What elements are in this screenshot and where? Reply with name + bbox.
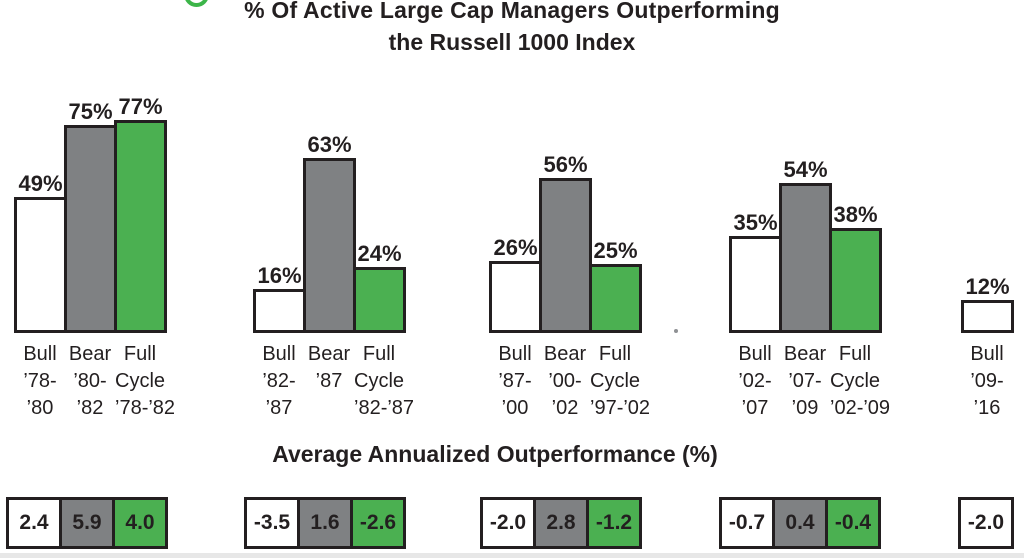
bar-value-label: 54% — [783, 157, 828, 182]
bar-category-label: Bull ’78- ’80 — [23, 343, 57, 419]
category-labels-group-1: Bull ’78- ’80 Bear ’80- ’82 Full Cycle ’… — [14, 341, 176, 422]
bar-value-label: 38% — [833, 202, 878, 227]
bar-col-full-cycle: 77% — [114, 95, 167, 333]
bar-value-label: 12% — [965, 274, 1010, 299]
bar-group-1978-1982: 49% 75% 77% — [14, 0, 167, 333]
bar-category-label: Bull ’82- ’87 — [262, 343, 296, 419]
outperformance-box-bull: -2.0 — [480, 497, 536, 549]
bar-bull — [489, 261, 542, 333]
bar-col-bear: 56% — [539, 153, 592, 333]
bar-bear — [539, 178, 592, 333]
outperformance-box-bull: -3.5 — [244, 497, 300, 549]
bar-col-bear: 75% — [64, 100, 117, 333]
bar-category-label: Bull ’09- ’16 — [970, 343, 1004, 419]
bar-category-label: Bear ’87 — [307, 343, 351, 392]
bar-value-label: 16% — [257, 263, 302, 288]
bar-category-label: Bear ’07- ’09 — [783, 343, 827, 419]
bar-value-label: 25% — [593, 238, 638, 263]
bar-bull — [961, 300, 1014, 333]
bar-bear — [779, 183, 832, 333]
bar-group-1982-1987: 16% 63% 24% — [253, 0, 406, 333]
bar-group-2009-2016: 12% — [961, 0, 1014, 333]
category-labels-group-5: Bull ’09- ’16 — [961, 341, 1012, 422]
bar-full-cycle — [114, 120, 167, 333]
bar-group-1987-2002: 26% 56% 25% — [489, 0, 642, 333]
bar-col-full-cycle: 24% — [353, 242, 406, 333]
outperformance-box-full-cycle: 4.0 — [112, 497, 168, 549]
chart-subtitle: the Russell 1000 Index — [388, 29, 636, 55]
bar-col-bear: 63% — [303, 133, 356, 333]
outperformance-box-bull: -0.7 — [719, 497, 775, 549]
outperformance-box-full-cycle: -1.2 — [586, 497, 642, 549]
bar-col-bull: 16% — [253, 264, 306, 333]
bar-bull — [729, 236, 782, 333]
bar-value-label: 63% — [307, 132, 352, 157]
category-labels-group-3: Bull ’87- ’00 Bear ’00- ’02 Full Cycle ’… — [489, 341, 651, 422]
bar-value-label: 49% — [18, 171, 63, 196]
bar-col-bear: 54% — [779, 158, 832, 333]
stray-dot-artifact — [674, 329, 678, 333]
bar-group-2002-2009: 35% 54% 38% — [729, 0, 882, 333]
bar-category-label: Full Cycle ’82-’87 — [354, 343, 415, 419]
outperformance-boxes-group-2: -3.5 1.6 -2.6 — [244, 497, 406, 549]
bar-category-label: Bull ’87- ’00 — [498, 343, 532, 419]
outperformance-box-full-cycle: -0.4 — [825, 497, 881, 549]
bottom-divider — [0, 553, 1024, 558]
outperformance-box-bear: 0.4 — [772, 497, 828, 549]
outperformance-section-title: Average Annualized Outperformance (%) — [272, 441, 718, 467]
outperformance-box-bear: 2.8 — [533, 497, 589, 549]
bar-category-label: Bull ’02- ’07 — [738, 343, 772, 419]
bar-col-full-cycle: 25% — [589, 239, 642, 333]
category-labels-group-4: Bull ’02- ’07 Bear ’07- ’09 Full Cycle ’… — [729, 341, 891, 422]
outperformance-box-full-cycle: -2.6 — [350, 497, 406, 549]
outperformance-boxes-group-1: 2.4 5.9 4.0 — [6, 497, 168, 549]
bar-category-label: Full Cycle ’02-’09 — [830, 343, 891, 419]
bar-category-label: Bear ’80- ’82 — [68, 343, 112, 419]
bar-bear — [64, 125, 117, 333]
bar-bull — [14, 197, 67, 333]
bar-category-label: Bear ’00- ’02 — [543, 343, 587, 419]
bar-full-cycle — [353, 267, 406, 333]
outperformance-boxes-group-3: -2.0 2.8 -1.2 — [480, 497, 642, 549]
bar-col-bull: 49% — [14, 172, 67, 333]
bar-value-label: 77% — [118, 94, 163, 119]
outperformance-box-bull: 2.4 — [6, 497, 62, 549]
bar-col-bull: 26% — [489, 236, 542, 333]
bar-value-label: 24% — [357, 241, 402, 266]
bar-bull — [253, 289, 306, 333]
bar-col-bull: 35% — [729, 211, 782, 333]
bar-category-label: Full Cycle ’78-’82 — [115, 343, 176, 419]
bar-full-cycle — [829, 228, 882, 333]
outperformance-box-bear: 1.6 — [297, 497, 353, 549]
bar-value-label: 35% — [733, 210, 778, 235]
outperformance-box-bull: -2.0 — [958, 497, 1014, 549]
bar-bear — [303, 158, 356, 333]
outperformance-boxes-group-5: -2.0 — [958, 497, 1014, 549]
bar-value-label: 56% — [543, 152, 588, 177]
bar-value-label: 75% — [68, 99, 113, 124]
bar-full-cycle — [589, 264, 642, 333]
outperformance-boxes-group-4: -0.7 0.4 -0.4 — [719, 497, 881, 549]
category-labels-group-2: Bull ’82- ’87 Bear ’87 Full Cycle ’82-’8… — [253, 341, 415, 422]
bar-col-full-cycle: 38% — [829, 203, 882, 333]
bar-col-bull: 12% — [961, 275, 1014, 333]
bar-category-label: Full Cycle ’97-’02 — [590, 343, 651, 419]
chart-title: % Of Active Large Cap Managers Outperfor… — [244, 0, 780, 23]
outperformance-box-bear: 5.9 — [59, 497, 115, 549]
bar-value-label: 26% — [493, 235, 538, 260]
